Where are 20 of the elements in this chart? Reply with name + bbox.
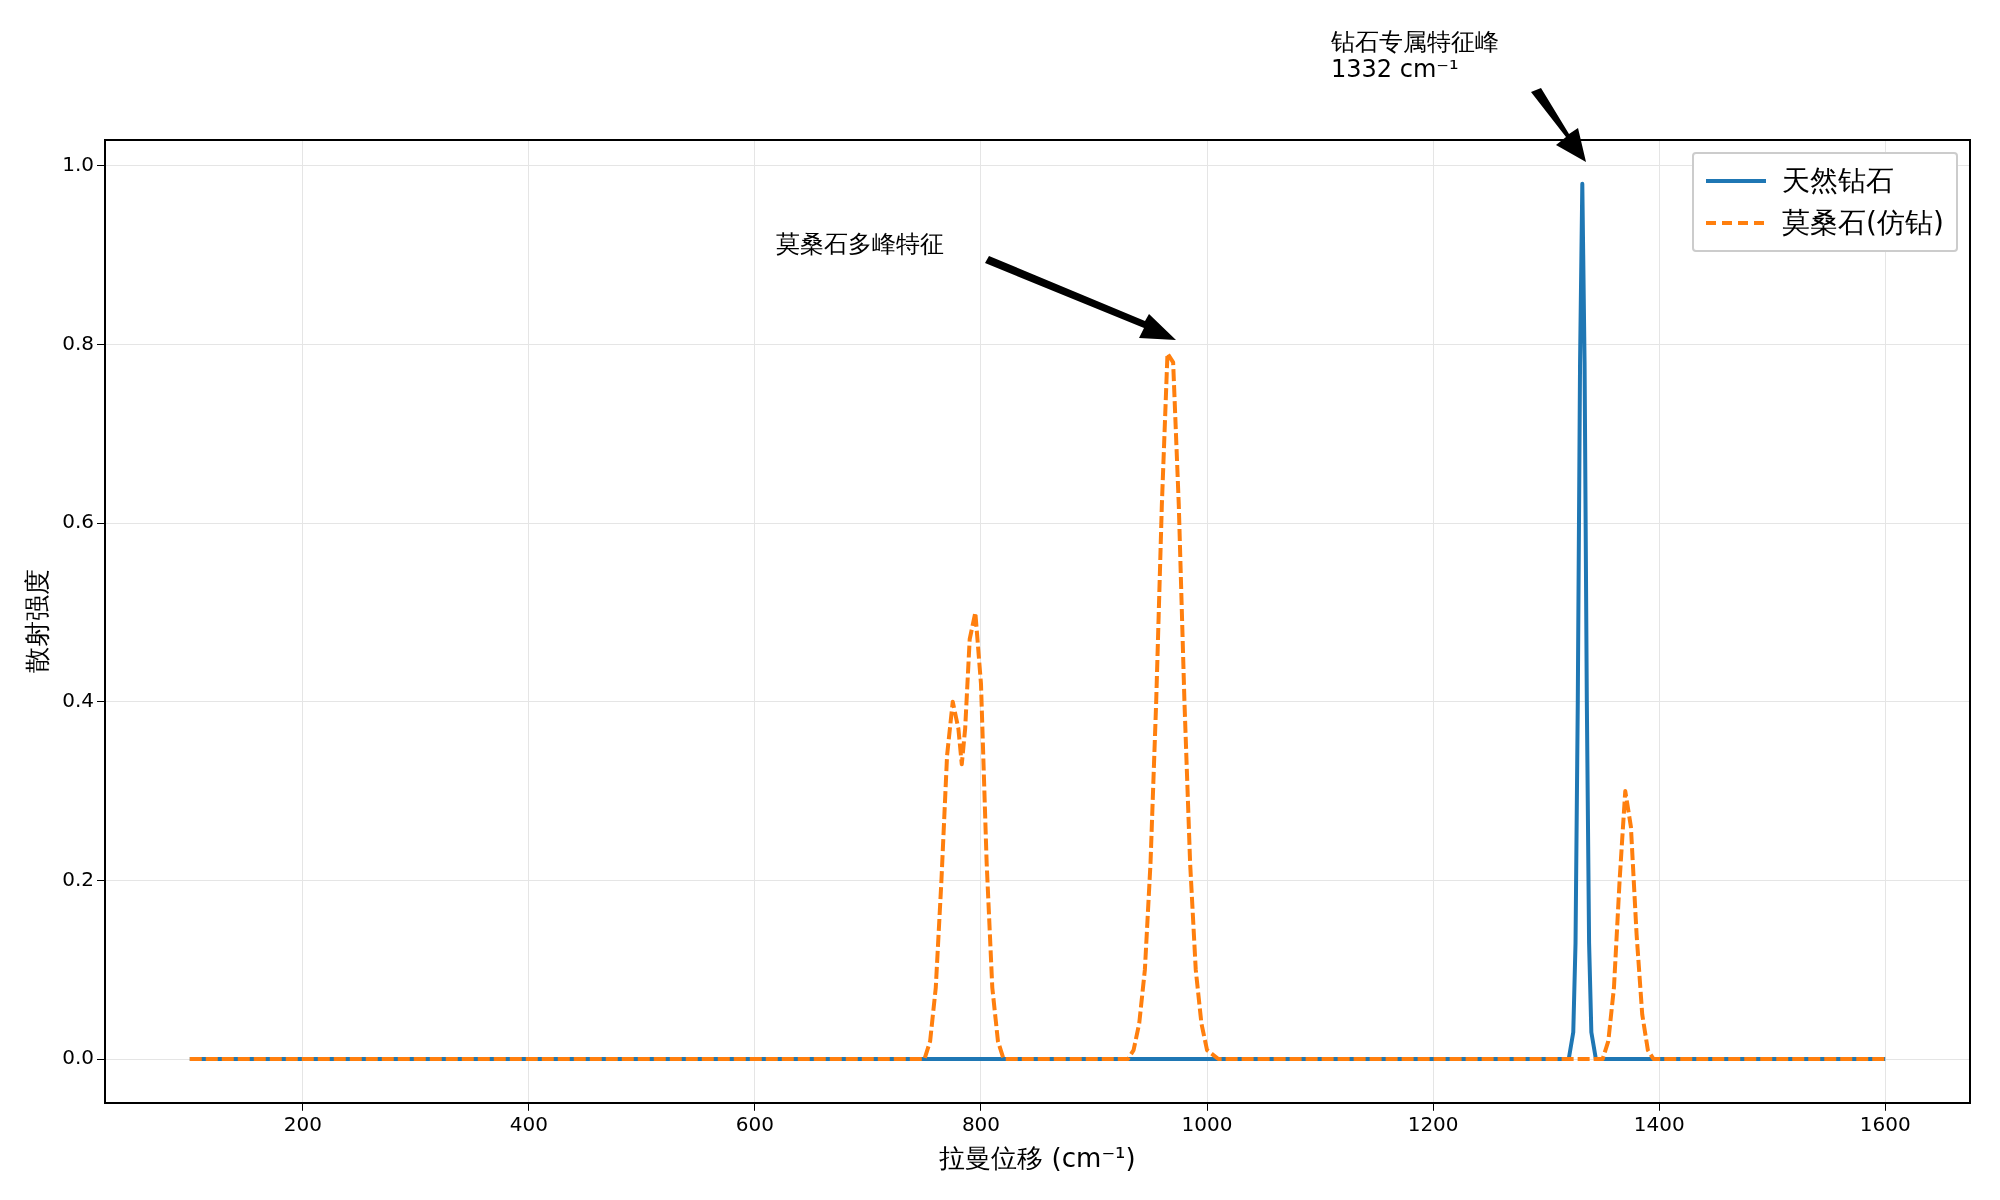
x-tick-label: 1200 [1407, 1112, 1459, 1136]
x-tick-label: 400 [509, 1112, 548, 1136]
x-tick-label: 800 [961, 1112, 1001, 1136]
text: 钻石专属特征峰 1332 cm⁻¹ [1330, 28, 1499, 83]
y-tick-label: 0.8 [62, 330, 95, 355]
x-tick-label: 1400 [1633, 1112, 1685, 1136]
x-axis-title: 拉曼位移 (cm⁻¹) [939, 1143, 1136, 1174]
x-tick-label: 200 [283, 1112, 322, 1136]
legend-label: 莫桑石(仿钻) [1782, 205, 1944, 241]
y-axis-title: 散射强度 [22, 569, 53, 674]
y-tick-label: 0.4 [62, 687, 95, 712]
y-tick-label: 0.0 [62, 1045, 95, 1070]
y-tick-label: 0.6 [62, 509, 95, 534]
x-tick-label: 600 [735, 1112, 775, 1136]
legend-label: 天然钻石 [1782, 163, 1894, 199]
annotation: 莫桑石多峰特征 [776, 230, 944, 258]
y-tick-label: 0.2 [62, 866, 95, 891]
x-tick-label: 1000 [1181, 1112, 1233, 1136]
x-tick-label: 1600 [1859, 1112, 1911, 1136]
y-tick-label: 1.0 [62, 152, 95, 177]
